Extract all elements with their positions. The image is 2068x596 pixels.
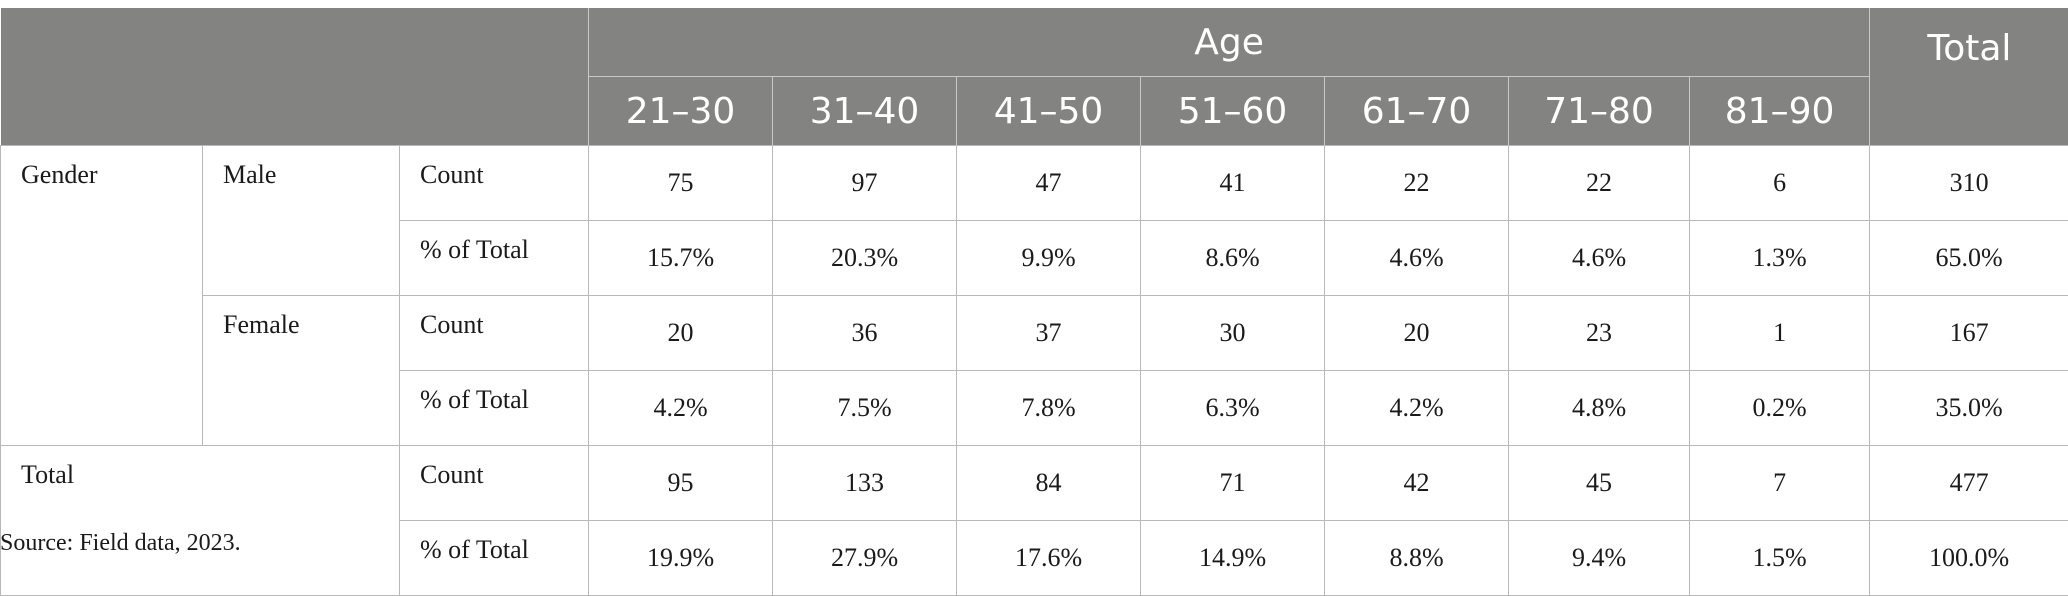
cell-value: 6	[1690, 146, 1870, 221]
cell-value: 97	[773, 146, 957, 221]
source-note: Source: Field data, 2023.	[0, 530, 241, 557]
cell-total: 310	[1870, 146, 2068, 221]
cell-value: 45	[1509, 446, 1690, 521]
cell-value: 4.2%	[589, 371, 773, 446]
cell-value: 27.9%	[773, 521, 957, 596]
header-row-age: Age Total	[1, 8, 2068, 77]
cell-value: 9.4%	[1509, 521, 1690, 596]
cell-value: 133	[773, 446, 957, 521]
cell-value: 17.6%	[957, 521, 1141, 596]
gender-label: Gender	[1, 146, 203, 446]
table-row: Total Count 95 133 84 71 42 45 7 477	[1, 446, 2068, 521]
cell-value: 4.8%	[1509, 371, 1690, 446]
cell-total: 65.0%	[1870, 221, 2068, 296]
cell-value: 71	[1141, 446, 1325, 521]
table-row: Female Count 20 36 37 30 20 23 1 167	[1, 296, 2068, 371]
cell-value: 7.5%	[773, 371, 957, 446]
cell-value: 4.6%	[1325, 221, 1509, 296]
cell-value: 19.9%	[589, 521, 773, 596]
row-type-label: Count	[400, 296, 589, 371]
cell-value: 7	[1690, 446, 1870, 521]
age-range-header: 21–30	[589, 77, 773, 146]
row-type-label: % of Total	[400, 521, 589, 596]
cell-value: 42	[1325, 446, 1509, 521]
cell-value: 0.2%	[1690, 371, 1870, 446]
cell-total: 477	[1870, 446, 2068, 521]
cell-value: 47	[957, 146, 1141, 221]
cell-value: 30	[1141, 296, 1325, 371]
cell-value: 4.6%	[1509, 221, 1690, 296]
row-type-label: Count	[400, 446, 589, 521]
cell-value: 9.9%	[957, 221, 1141, 296]
cell-value: 22	[1325, 146, 1509, 221]
cell-value: 95	[589, 446, 773, 521]
cell-value: 6.3%	[1141, 371, 1325, 446]
cell-total: 100.0%	[1870, 521, 2068, 596]
header-blank	[1, 8, 589, 146]
cell-value: 23	[1509, 296, 1690, 371]
row-type-label: Count	[400, 146, 589, 221]
table-row: Gender Male Count 75 97 47 41 22 22 6 31…	[1, 146, 2068, 221]
age-range-header: 81–90	[1690, 77, 1870, 146]
cell-value: 8.6%	[1141, 221, 1325, 296]
group-label-male: Male	[203, 146, 400, 296]
age-range-header: 71–80	[1509, 77, 1690, 146]
cell-value: 4.2%	[1325, 371, 1509, 446]
cell-value: 20	[1325, 296, 1509, 371]
cell-value: 36	[773, 296, 957, 371]
cell-value: 20.3%	[773, 221, 957, 296]
cell-value: 14.9%	[1141, 521, 1325, 596]
cell-value: 1	[1690, 296, 1870, 371]
total-header: Total	[1870, 8, 2068, 146]
row-type-label: % of Total	[400, 221, 589, 296]
cell-value: 84	[957, 446, 1141, 521]
age-range-header: 51–60	[1141, 77, 1325, 146]
cell-value: 1.3%	[1690, 221, 1870, 296]
cell-value: 8.8%	[1325, 521, 1509, 596]
cell-total: 35.0%	[1870, 371, 2068, 446]
crosstab-table: Age Total 21–30 31–40 41–50 51–60 61–70 …	[0, 8, 2068, 596]
cell-value: 1.5%	[1690, 521, 1870, 596]
row-type-label: % of Total	[400, 371, 589, 446]
group-label-female: Female	[203, 296, 400, 446]
age-range-header: 31–40	[773, 77, 957, 146]
age-header: Age	[589, 8, 1870, 77]
age-range-header: 61–70	[1325, 77, 1509, 146]
cell-value: 20	[589, 296, 773, 371]
cell-value: 7.8%	[957, 371, 1141, 446]
total-row-label: Total	[1, 446, 400, 596]
cell-value: 41	[1141, 146, 1325, 221]
cell-value: 15.7%	[589, 221, 773, 296]
cell-value: 75	[589, 146, 773, 221]
cell-value: 37	[957, 296, 1141, 371]
cell-total: 167	[1870, 296, 2068, 371]
age-range-header: 41–50	[957, 77, 1141, 146]
cell-value: 22	[1509, 146, 1690, 221]
